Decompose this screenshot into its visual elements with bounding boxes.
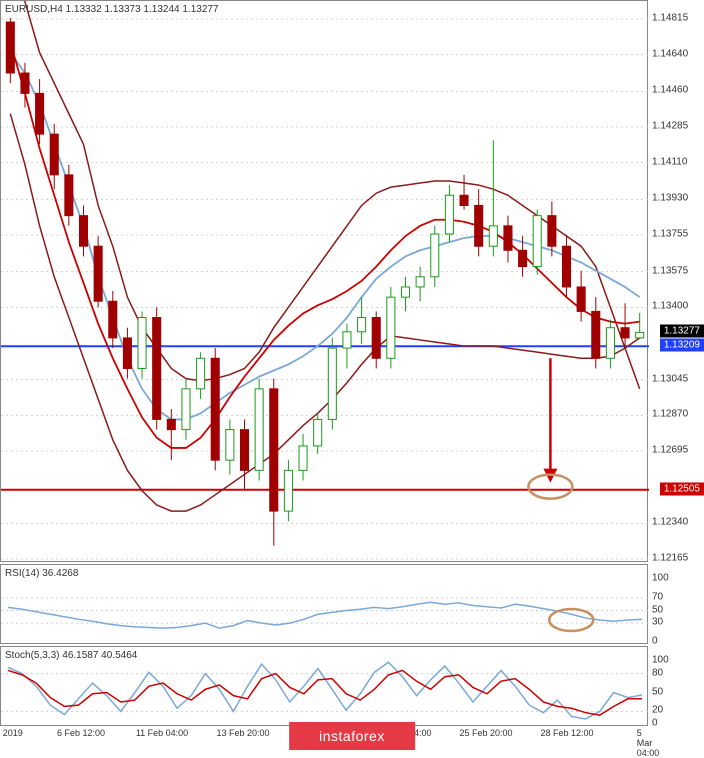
support-price-tag: 1.13209 (660, 339, 704, 352)
price-axis: 1.121651.123401.126951.128701.130451.134… (648, 0, 704, 562)
current-price-tag: 1.13277 (660, 325, 704, 338)
watermark: instaforex (289, 722, 415, 750)
main-chart-svg (1, 1, 649, 563)
stoch-chart: Stoch(5,3,3) 46.1587 40.5464 (0, 646, 648, 726)
chart-title: EURUSD,H4 1.13332 1.13373 1.13244 1.1327… (5, 4, 219, 15)
forex-chart-panel: EURUSD,H4 1.13332 1.13373 1.13244 1.1327… (0, 0, 704, 750)
rsi-svg (1, 565, 649, 645)
rsi-chart: RSI(14) 36.4268 (0, 564, 648, 644)
main-price-chart: EURUSD,H4 1.13332 1.13373 1.13244 1.1327… (0, 0, 648, 562)
target-price-tag: 1.12505 (660, 482, 704, 495)
stoch-axis: 0205080100 (648, 646, 704, 726)
stoch-title: Stoch(5,3,3) 46.1587 40.5464 (5, 650, 137, 661)
rsi-axis: 0305070100 (648, 564, 704, 644)
rsi-title: RSI(14) 36.4268 (5, 568, 78, 579)
